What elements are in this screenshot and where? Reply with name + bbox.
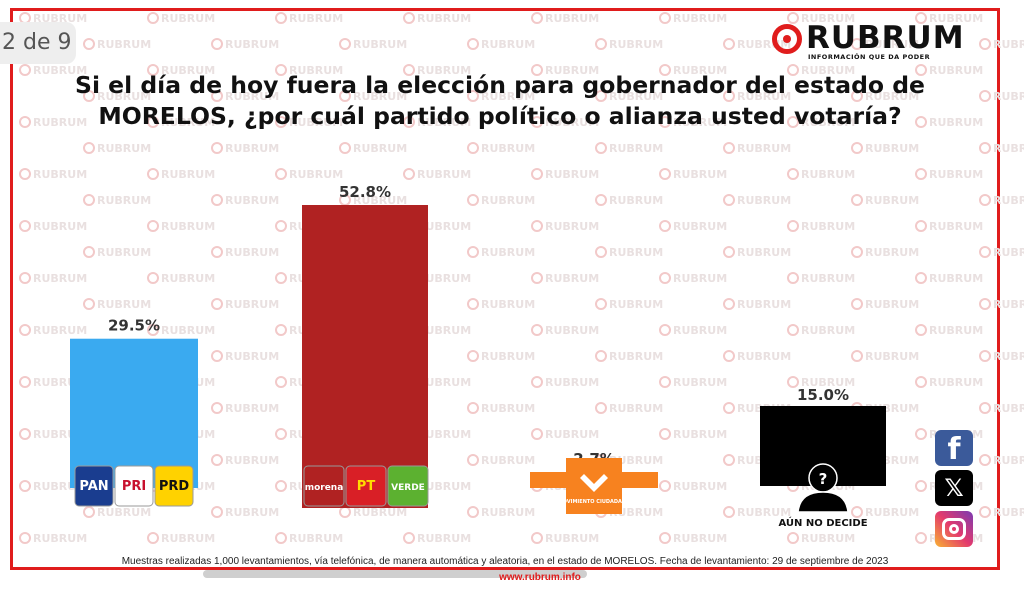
party-logo-text: PAN <box>79 479 108 494</box>
undecided-person-icon: ? <box>797 463 849 513</box>
undecided-label: AÚN NO DECIDE <box>778 516 867 529</box>
page-indicator: 2 de 9 <box>0 22 76 64</box>
party-logo-text: PT <box>357 479 376 494</box>
logo-name: RUBRUM <box>806 20 965 56</box>
x-icon[interactable]: 𝕏 <box>935 470 973 506</box>
value-label-1: 52.8% <box>339 183 391 201</box>
value-label-0: 29.5% <box>108 317 160 335</box>
party-logo-text: morena <box>305 483 344 493</box>
facebook-icon[interactable]: f <box>935 430 973 467</box>
party-logo-text: MOVIMIENTO CIUDADANO <box>558 499 631 505</box>
party-logo-verde: VERDE <box>387 465 429 507</box>
logo-tagline: INFORMACIÓN QUE DA PODER <box>808 53 931 61</box>
bar-1 <box>302 205 428 508</box>
movimiento-ciudadano-logo: MOVIMIENTO CIUDADANO <box>558 458 631 514</box>
value-label-3: 15.0% <box>797 386 849 404</box>
logo-mark-icon <box>772 24 802 54</box>
party-logo-pri: PRI <box>114 465 154 507</box>
bar-0 <box>70 338 198 488</box>
website-url[interactable]: www.rubrum.info <box>499 572 581 583</box>
footnote: Muestras realizadas 1,000 levantamientos… <box>121 556 889 567</box>
party-logo-morena: morena <box>303 465 345 507</box>
party-logo-prd: PRD <box>154 465 194 507</box>
question-mark-icon: ? <box>819 470 828 488</box>
party-logo-pan: PAN <box>74 465 114 507</box>
rubrum-logo: RUBRUM INFORMACIÓN QUE DA PODER <box>772 20 968 66</box>
instagram-icon[interactable] <box>935 511 973 547</box>
party-logo-text: PRI <box>122 479 146 494</box>
party-logo-text: PRD <box>159 479 190 494</box>
chart-title: Si el día de hoy fuera la elección para … <box>75 71 925 130</box>
party-logo-text: VERDE <box>391 483 425 493</box>
horizontal-scrollbar[interactable] <box>203 570 587 578</box>
party-logo-pt: PT <box>345 465 387 507</box>
